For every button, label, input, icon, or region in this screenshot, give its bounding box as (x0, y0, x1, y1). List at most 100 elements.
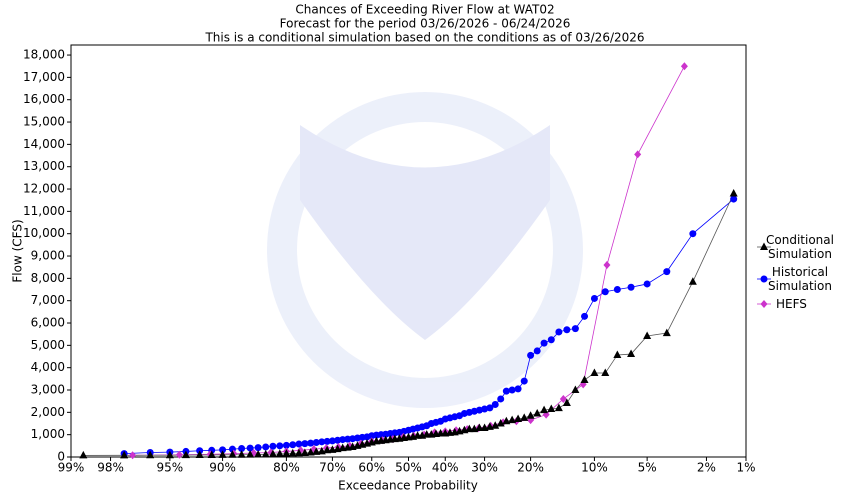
data-point (181, 450, 190, 459)
data-point (195, 450, 204, 458)
data-point (282, 441, 290, 449)
x-tick-label: 50% (395, 461, 422, 475)
y-tick-label: 16,000 (23, 92, 65, 106)
data-point (372, 436, 381, 445)
data-point (238, 445, 246, 453)
data-point (590, 368, 599, 377)
y-tick-label: 1,000 (31, 427, 65, 441)
y-tick-label: 0 (57, 450, 65, 464)
data-point (514, 385, 522, 393)
y-tick-label: 15,000 (23, 115, 65, 129)
data-point (358, 440, 367, 448)
data-point (328, 437, 336, 445)
data-point (363, 439, 372, 447)
data-point (237, 450, 246, 458)
data-point (246, 450, 255, 458)
data-point (175, 450, 183, 459)
data-point (571, 385, 580, 394)
data-point (254, 450, 263, 458)
y-tick-label: 10,000 (23, 226, 65, 240)
data-point (485, 422, 494, 430)
y-tick-label: 12,000 (23, 182, 65, 196)
data-point (339, 436, 347, 444)
data-point (601, 288, 609, 296)
y-tick-label: 2,000 (31, 405, 65, 419)
y-tick-label: 5,000 (31, 338, 65, 352)
data-point (301, 440, 309, 448)
data-point (254, 444, 262, 452)
y-tick-label: 8,000 (31, 271, 65, 285)
data-point (353, 441, 362, 449)
x-tick-label: 95% (157, 461, 184, 475)
data-point (344, 435, 352, 443)
data-point (580, 375, 589, 383)
data-point (526, 411, 535, 419)
legend-marker (760, 300, 768, 308)
data-point (540, 339, 548, 347)
data-point (663, 268, 671, 276)
y-tick-label: 4,000 (31, 360, 65, 374)
data-point (338, 443, 347, 452)
y-tick-label: 18,000 (23, 48, 65, 62)
data-point (317, 446, 326, 455)
data-point (491, 401, 499, 409)
data-point (318, 438, 326, 446)
y-axis-label: Flow (CFS) (11, 219, 25, 282)
data-point (533, 408, 542, 417)
data-point (282, 449, 291, 457)
data-point (294, 448, 303, 457)
x-tick-label: 20% (517, 461, 544, 475)
data-point (129, 451, 137, 460)
data-point (207, 450, 216, 458)
data-point (262, 443, 270, 451)
y-tick-label: 6,000 (31, 316, 65, 330)
data-point (307, 439, 315, 447)
data-point (502, 387, 510, 395)
data-point (547, 404, 556, 412)
y-tick-label: 14,000 (23, 137, 65, 151)
data-point (79, 450, 88, 459)
data-point (343, 443, 352, 451)
data-point (508, 386, 516, 394)
data-point (312, 447, 321, 455)
data-point (465, 424, 474, 433)
data-point (559, 394, 567, 403)
data-point (497, 395, 505, 403)
y-tick-label: 9,000 (31, 249, 65, 263)
x-tick-label: 5% (638, 461, 657, 475)
data-point (502, 416, 511, 425)
data-point (643, 331, 652, 339)
x-axis-label: Exceedance Probability (338, 479, 478, 493)
data-point (348, 442, 357, 450)
data-point (491, 421, 500, 429)
x-tick-label: 70% (319, 461, 346, 475)
data-point (219, 446, 227, 454)
data-point (527, 351, 535, 359)
data-point (508, 415, 517, 424)
y-tick-label: 17,000 (23, 70, 65, 84)
data-point (289, 441, 297, 449)
legend-marker (760, 275, 768, 283)
data-point (306, 448, 315, 456)
data-point (261, 449, 270, 458)
data-point (295, 440, 303, 448)
data-point (246, 444, 254, 452)
chart-title: Chances of Exceeding River Flow at WAT02 (295, 3, 554, 17)
data-point (146, 450, 155, 459)
y-tick-label: 7,000 (31, 293, 65, 307)
data-point (514, 414, 523, 423)
data-point (540, 405, 549, 414)
data-point (688, 277, 697, 285)
data-point (165, 450, 174, 459)
data-point (680, 62, 688, 71)
data-point (422, 430, 431, 438)
data-point (603, 260, 611, 269)
data-point (547, 336, 555, 344)
data-point (627, 349, 636, 358)
data-point (275, 449, 284, 457)
data-point (413, 431, 422, 439)
y-tick-label: 3,000 (31, 383, 65, 397)
data-point (562, 398, 571, 406)
